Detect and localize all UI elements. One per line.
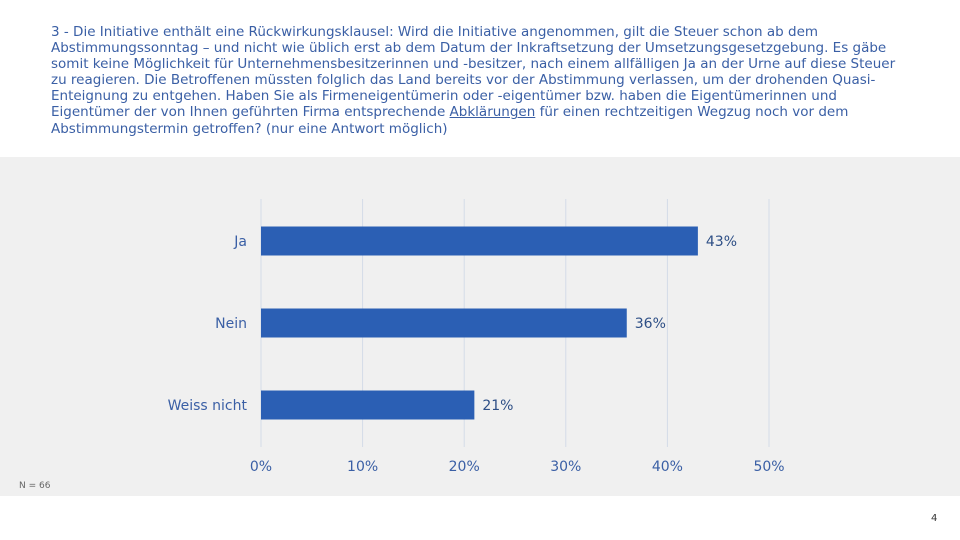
value-label: 36% (635, 316, 666, 332)
x-tick-label: 20% (449, 459, 480, 475)
x-tick-label: 10% (347, 459, 378, 475)
x-tick-label: 50% (753, 459, 784, 475)
sample-size-note: N = 66 (19, 481, 51, 491)
x-tick-label: 0% (250, 459, 272, 475)
bar (261, 308, 627, 338)
question-text-end: für einen rechtzeitigen Wegzug noch vor … (51, 104, 849, 137)
x-tick-label: 40% (652, 459, 683, 475)
category-label: Weiss nicht (168, 398, 248, 414)
question-text-main: 3 - Die Initiative enthält eine Rückwirk… (51, 24, 896, 121)
bar-chart: 0% 10% 20% 30% 40% 50% Ja 43% Nein 36% Weiss nicht… (168, 199, 785, 475)
value-label: 43% (706, 234, 737, 250)
page-number: 4 (931, 513, 938, 524)
category-label: Nein (215, 316, 247, 332)
bar (261, 390, 475, 420)
question-text-underlined: Abklärungen (449, 104, 536, 121)
category-label: Ja (233, 234, 247, 250)
chart-panel: 0% 10% 20% 30% 40% 50% Ja 43% Nein 36% Weiss nicht… (0, 157, 960, 496)
question-text: 3 - Die Initiative enthält eine Rückwirk… (51, 24, 911, 137)
x-tick-label: 30% (550, 459, 581, 475)
bar (261, 226, 698, 256)
value-label: 21% (482, 398, 513, 414)
